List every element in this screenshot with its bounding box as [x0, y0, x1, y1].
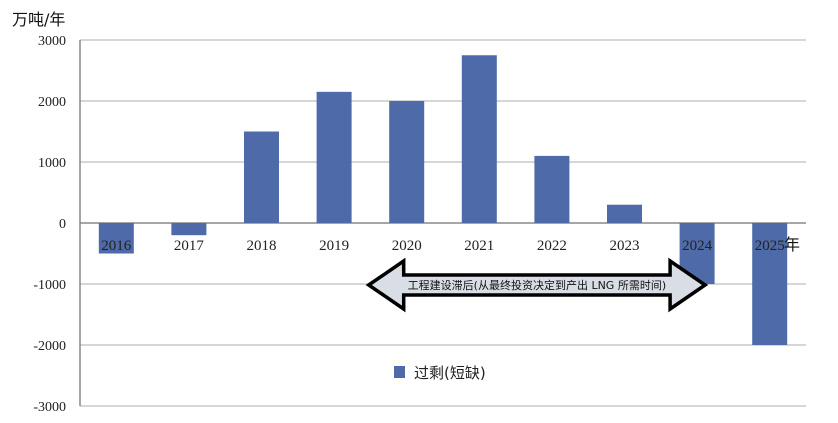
- legend: 过剩(短缺): [394, 364, 486, 382]
- annotation-text: 工程建设滞后(从最终投资决定到产出 LNG 所需时间): [408, 278, 666, 292]
- y-tick-label: -1000: [33, 278, 66, 293]
- y-tick-labels: 3000 2000 1000 0 -1000 -2000 -3000: [33, 34, 66, 415]
- bar-2019: [316, 91, 352, 223]
- x-tick-label: 2025: [755, 238, 785, 254]
- y-tick-label: 2000: [38, 95, 66, 110]
- bars: [98, 55, 788, 345]
- x-axis-unit-label: 年: [784, 235, 800, 254]
- bar-2025: [752, 223, 788, 345]
- bar-2018: [244, 131, 279, 223]
- x-tick-label: 2016: [101, 238, 132, 254]
- x-tick-label: 2020: [392, 238, 422, 254]
- bar-2020: [389, 101, 425, 223]
- bar-2021: [461, 55, 497, 223]
- bar-2016: [98, 223, 134, 254]
- double-arrow-shape: [365, 257, 709, 313]
- legend-label: 过剩(短缺): [414, 364, 486, 382]
- y-tick-label: -3000: [33, 400, 66, 415]
- y-axis-unit-label: 万吨/年: [12, 10, 65, 29]
- x-tick-labels: 2016 2017 2018 2019 2020 2021 2022 2023 2024 2025: [101, 238, 784, 254]
- y-tick-label: 0: [59, 217, 66, 232]
- x-tick-label: 2022: [537, 238, 567, 254]
- y-tick-label: -2000: [33, 339, 66, 354]
- bar-2022: [534, 155, 570, 223]
- x-tick-label: 2023: [610, 238, 640, 254]
- x-tick-label: 2024: [682, 238, 713, 254]
- bar-2023: [607, 204, 642, 223]
- annotation-arrow-group: 工程建设滞后(从最终投资决定到产出 LNG 所需时间): [365, 257, 709, 313]
- x-tick-label: 2018: [247, 238, 277, 254]
- bar-2017: [171, 223, 207, 236]
- x-tick-label: 2019: [319, 238, 349, 254]
- x-tick-label: 2021: [464, 238, 494, 254]
- y-tick-label: 3000: [38, 34, 66, 49]
- y-tick-label: 1000: [38, 156, 66, 171]
- legend-swatch: [394, 366, 405, 378]
- x-tick-label: 2017: [174, 238, 205, 254]
